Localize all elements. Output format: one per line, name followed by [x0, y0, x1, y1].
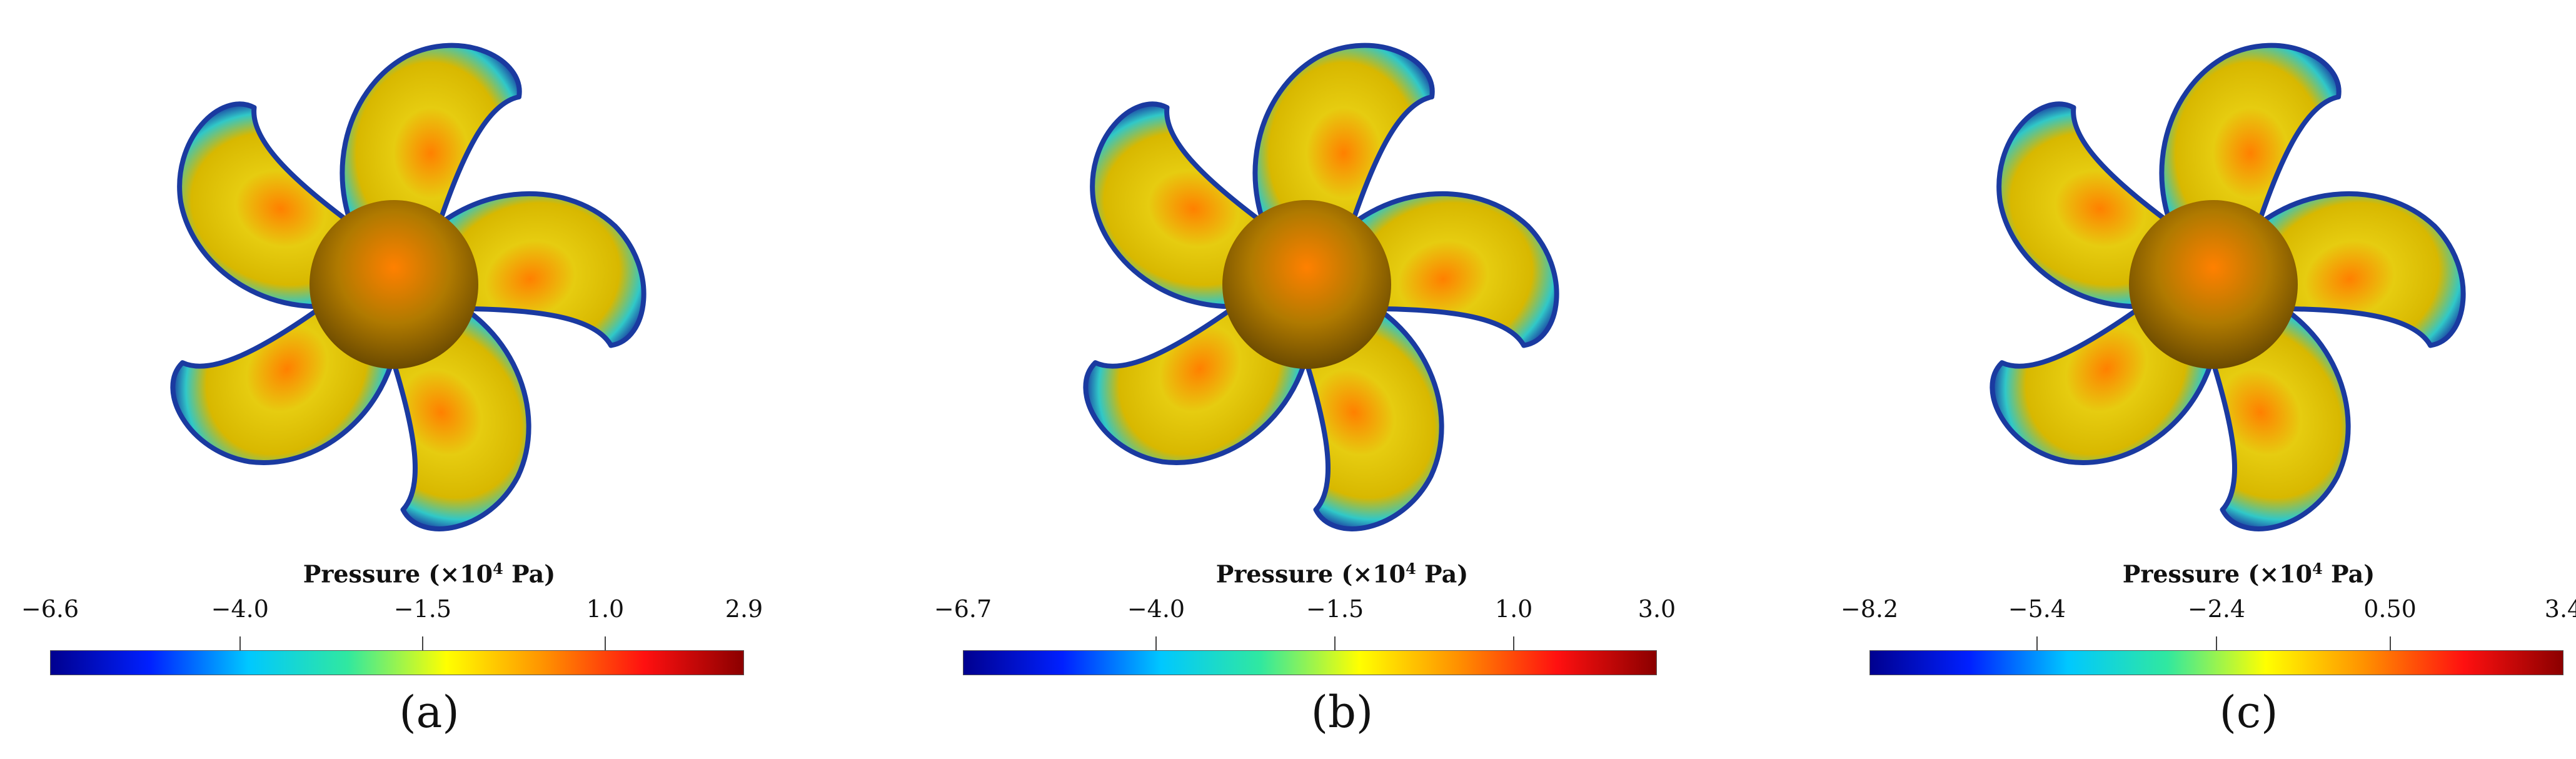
colorbar-title: Pressure (×104 Pa): [1215, 560, 1469, 588]
panel-c: Pressure (×104 Pa) −8.2 −5.4 −2.4 0.50 3.4 (…: [1819, 0, 2576, 759]
tick-mark: [1155, 636, 1157, 650]
propeller-image: [170, 43, 647, 531]
panel-label: (c): [2219, 686, 2278, 738]
tick-label: −4.0: [1127, 595, 1185, 623]
colorbar-title: Pressure (×104 Pa): [303, 560, 556, 588]
tick-mark: [2216, 636, 2217, 650]
tick-label: −5.4: [2008, 595, 2066, 623]
tick-mark: [421, 636, 423, 650]
tick-label: −4.0: [211, 595, 269, 623]
tick-label: 1.0: [586, 595, 625, 623]
tick-label: −1.5: [393, 595, 452, 623]
colorbar: [50, 650, 744, 675]
tick-label: −6.7: [933, 595, 992, 623]
propeller-image: [1990, 43, 2466, 531]
tick-label: 1.0: [1494, 595, 1533, 623]
tick-label: −6.6: [21, 595, 79, 623]
tick-label: −2.4: [2187, 595, 2246, 623]
tick-mark: [2389, 636, 2391, 650]
panel-b: Pressure (×104 Pa) −6.7 −4.0 −1.5 1.0 3.0 (b…: [913, 0, 1771, 759]
colorbar: [1869, 650, 2563, 675]
tick-mark: [2036, 636, 2038, 650]
panel-label: (a): [399, 686, 460, 738]
tick-label: 3.4: [2544, 595, 2576, 623]
panel-label: (b): [1311, 686, 1374, 738]
tick-mark: [1513, 636, 1515, 650]
tick-mark: [605, 636, 606, 650]
tick-label: 0.50: [2363, 595, 2417, 623]
tick-label: −1.5: [1306, 595, 1364, 623]
tick-label: 2.9: [725, 595, 763, 623]
propeller-image: [1083, 43, 1559, 531]
tick-label: 3.0: [1638, 595, 1676, 623]
colorbar: [963, 650, 1657, 675]
panel-a: Pressure (×104 Pa) −6.6 −4.0 −1.5 1.0 2.9 (a…: [0, 0, 858, 759]
colorbar-title: Pressure (×104 Pa): [2122, 560, 2375, 588]
tick-label: −8.2: [1840, 595, 1899, 623]
tick-mark: [1334, 636, 1336, 650]
tick-mark: [239, 636, 241, 650]
